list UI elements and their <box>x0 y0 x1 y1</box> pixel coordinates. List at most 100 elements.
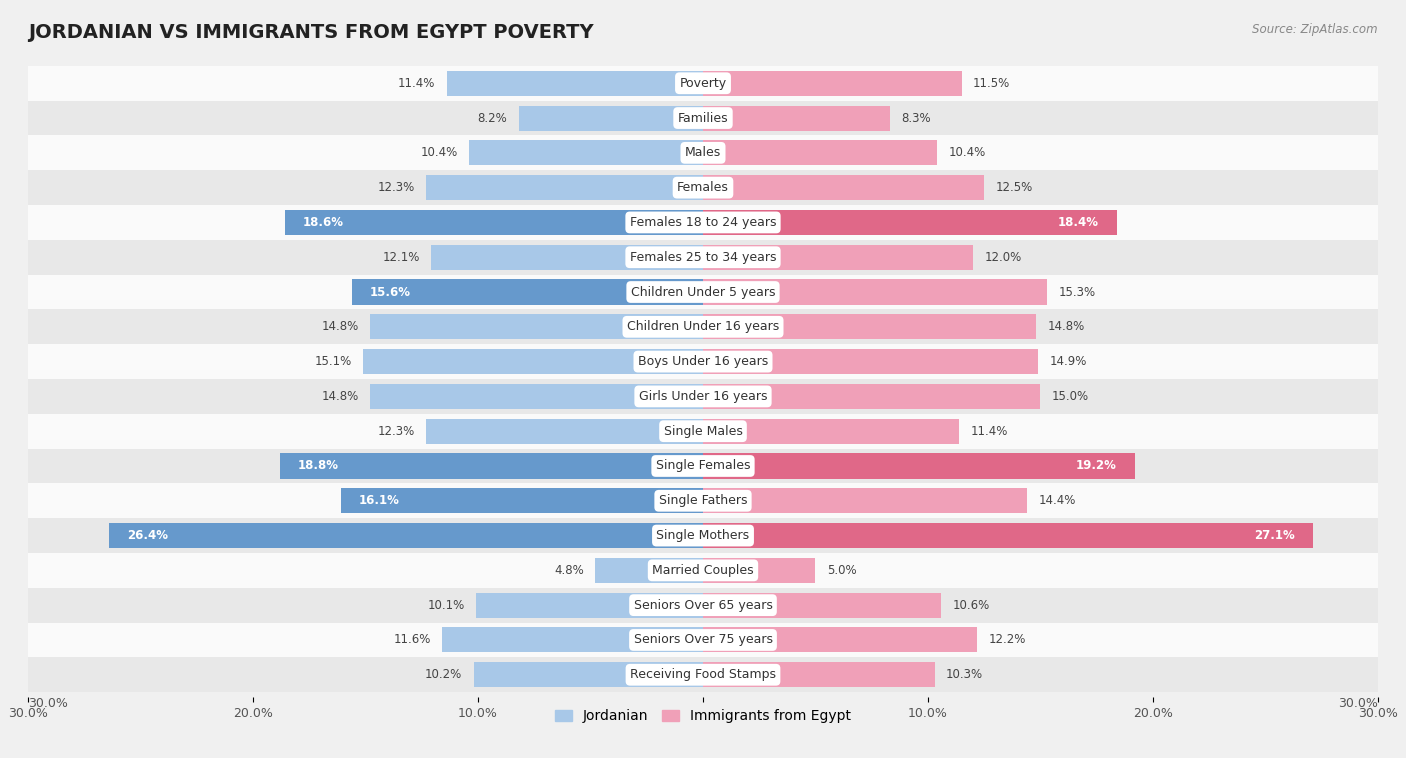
Text: 12.3%: 12.3% <box>378 181 415 194</box>
Text: Females 25 to 34 years: Females 25 to 34 years <box>630 251 776 264</box>
Bar <box>28 101 1378 136</box>
Text: Seniors Over 65 years: Seniors Over 65 years <box>634 599 772 612</box>
Text: 8.3%: 8.3% <box>901 111 931 124</box>
Bar <box>441 628 703 653</box>
Bar <box>475 593 703 618</box>
Bar <box>28 518 1378 553</box>
Text: 11.6%: 11.6% <box>394 634 430 647</box>
Text: 4.8%: 4.8% <box>554 564 583 577</box>
Text: JORDANIAN VS IMMIGRANTS FROM EGYPT POVERTY: JORDANIAN VS IMMIGRANTS FROM EGYPT POVER… <box>28 23 593 42</box>
Text: 11.4%: 11.4% <box>398 77 436 89</box>
Text: 18.6%: 18.6% <box>302 216 343 229</box>
Text: 11.5%: 11.5% <box>973 77 1010 89</box>
Text: 14.9%: 14.9% <box>1049 355 1087 368</box>
Bar <box>703 280 1047 305</box>
Text: 27.1%: 27.1% <box>1254 529 1295 542</box>
Bar <box>28 344 1378 379</box>
Bar <box>28 449 1378 484</box>
Bar <box>703 349 1038 374</box>
Text: 14.8%: 14.8% <box>1047 321 1084 334</box>
Bar <box>519 105 703 130</box>
Bar <box>447 70 703 96</box>
Bar <box>352 280 703 305</box>
Bar <box>703 662 935 688</box>
Legend: Jordanian, Immigrants from Egypt: Jordanian, Immigrants from Egypt <box>550 703 856 728</box>
Bar <box>703 140 936 165</box>
Bar <box>284 210 703 235</box>
Bar <box>703 593 942 618</box>
Text: 10.6%: 10.6% <box>953 599 990 612</box>
Text: Single Fathers: Single Fathers <box>659 494 747 507</box>
Text: Single Females: Single Females <box>655 459 751 472</box>
Bar <box>280 453 703 478</box>
Bar <box>28 66 1378 101</box>
Text: Families: Families <box>678 111 728 124</box>
Text: 30.0%: 30.0% <box>1339 697 1378 710</box>
Text: 5.0%: 5.0% <box>827 564 856 577</box>
Bar <box>363 349 703 374</box>
Text: Seniors Over 75 years: Seniors Over 75 years <box>634 634 772 647</box>
Text: 30.0%: 30.0% <box>28 697 67 710</box>
Bar <box>28 414 1378 449</box>
Bar <box>703 488 1026 513</box>
Text: 10.4%: 10.4% <box>948 146 986 159</box>
Text: Boys Under 16 years: Boys Under 16 years <box>638 355 768 368</box>
Bar <box>28 205 1378 240</box>
Text: Source: ZipAtlas.com: Source: ZipAtlas.com <box>1253 23 1378 36</box>
Text: 26.4%: 26.4% <box>127 529 169 542</box>
Bar <box>28 484 1378 518</box>
Text: 10.1%: 10.1% <box>427 599 464 612</box>
Bar <box>703 210 1116 235</box>
Bar <box>28 657 1378 692</box>
Text: 15.1%: 15.1% <box>315 355 352 368</box>
Text: Married Couples: Married Couples <box>652 564 754 577</box>
Text: 15.0%: 15.0% <box>1052 390 1088 403</box>
Bar <box>28 136 1378 171</box>
Bar <box>370 315 703 340</box>
Text: Males: Males <box>685 146 721 159</box>
Bar <box>28 622 1378 657</box>
Bar <box>703 105 890 130</box>
Text: 14.8%: 14.8% <box>322 390 359 403</box>
Bar <box>703 453 1135 478</box>
Text: 16.1%: 16.1% <box>359 494 399 507</box>
Text: Receiving Food Stamps: Receiving Food Stamps <box>630 669 776 681</box>
Text: 12.2%: 12.2% <box>988 634 1026 647</box>
Bar <box>703 558 815 583</box>
Bar <box>28 553 1378 587</box>
Bar <box>426 175 703 200</box>
Text: 10.4%: 10.4% <box>420 146 458 159</box>
Bar <box>703 315 1036 340</box>
Text: 14.4%: 14.4% <box>1038 494 1076 507</box>
Bar <box>595 558 703 583</box>
Bar <box>28 171 1378 205</box>
Bar <box>28 379 1378 414</box>
Bar <box>703 245 973 270</box>
Bar <box>703 628 977 653</box>
Text: 10.2%: 10.2% <box>425 669 463 681</box>
Text: Single Males: Single Males <box>664 424 742 437</box>
Text: 10.3%: 10.3% <box>946 669 983 681</box>
Text: 11.4%: 11.4% <box>970 424 1008 437</box>
Bar <box>370 384 703 409</box>
Bar <box>28 587 1378 622</box>
Text: 18.4%: 18.4% <box>1057 216 1099 229</box>
Bar <box>470 140 703 165</box>
Bar <box>703 523 1313 548</box>
Bar <box>28 240 1378 274</box>
Text: 12.5%: 12.5% <box>995 181 1032 194</box>
Bar <box>340 488 703 513</box>
Bar <box>110 523 703 548</box>
Bar <box>703 418 959 443</box>
Bar <box>430 245 703 270</box>
Text: 15.3%: 15.3% <box>1059 286 1095 299</box>
Text: 18.8%: 18.8% <box>298 459 339 472</box>
Bar <box>28 309 1378 344</box>
Bar <box>703 384 1040 409</box>
Text: Girls Under 16 years: Girls Under 16 years <box>638 390 768 403</box>
Bar <box>703 70 962 96</box>
Text: Children Under 5 years: Children Under 5 years <box>631 286 775 299</box>
Text: 12.3%: 12.3% <box>378 424 415 437</box>
Text: 12.1%: 12.1% <box>382 251 419 264</box>
Text: 15.6%: 15.6% <box>370 286 411 299</box>
